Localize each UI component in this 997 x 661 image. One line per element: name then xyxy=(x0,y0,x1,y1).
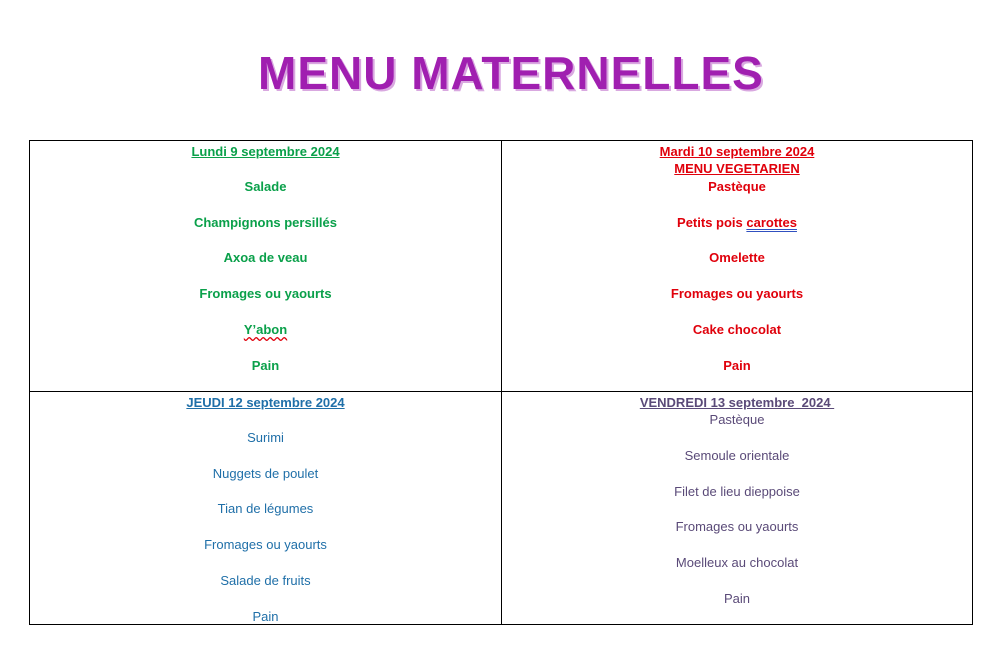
menu-item-text: Petits pois xyxy=(677,215,747,230)
menu-subtitle: MENU VEGETARIEN xyxy=(674,161,800,176)
menu-item: Fromages ou yaourts xyxy=(670,286,804,301)
menu-item: Axoa de veau xyxy=(223,250,308,265)
menu-item-text: Y’abon xyxy=(243,322,288,337)
menu-item: Cake chocolat xyxy=(692,322,782,337)
page-title: MENU MATERNELLES xyxy=(258,47,764,99)
menu-item: Fromages ou yaourts xyxy=(675,519,799,534)
menu-item: Salade xyxy=(244,179,287,194)
menu-item: Pastèque xyxy=(708,179,766,194)
menu-cell-vendredi: VENDREDI 13 septembre 2024 Pastèque Semo… xyxy=(502,392,972,624)
day-heading-jeudi: JEUDI 12 septembre 2024 xyxy=(186,395,345,410)
menu-cell-lundi: Lundi 9 septembre 2024 Salade Champignon… xyxy=(30,141,502,392)
menu-item: Tian de légumes xyxy=(217,501,314,516)
menu-item: Pain xyxy=(251,358,280,373)
menu-item-text: carottes xyxy=(746,215,797,230)
menu-item: Petits pois carottes xyxy=(502,215,972,231)
menu-item: Fromages ou yaourts xyxy=(199,286,332,301)
menu-item: Pastèque xyxy=(709,412,765,427)
menu-table: Lundi 9 septembre 2024 Salade Champignon… xyxy=(29,140,973,625)
menu-item: Nuggets de poulet xyxy=(212,466,319,481)
menu-cell-mardi: Mardi 10 septembre 2024 MENU VEGETARIEN … xyxy=(502,141,972,392)
menu-item: Filet de lieu dieppoise xyxy=(674,484,800,499)
menu-item: Moelleux au chocolat xyxy=(675,555,799,570)
menu-item: Semoule orientale xyxy=(684,448,790,463)
day-heading-mardi: Mardi 10 septembre 2024 xyxy=(659,144,815,159)
menu-item: Pain xyxy=(723,358,751,373)
day-heading-vendredi: VENDREDI 13 septembre 2024 xyxy=(639,395,835,410)
menu-cell-jeudi: JEUDI 12 septembre 2024 Surimi Nuggets d… xyxy=(30,392,502,624)
menu-item: Pain xyxy=(252,609,279,624)
menu-item: Champignons persillés xyxy=(193,215,338,230)
menu-item: Pain xyxy=(723,591,751,606)
menu-item: Y’abon xyxy=(30,322,501,338)
menu-item: Salade de fruits xyxy=(220,573,311,588)
day-heading-lundi: Lundi 9 septembre 2024 xyxy=(191,144,340,159)
menu-item: Surimi xyxy=(247,430,284,445)
menu-item: Fromages ou yaourts xyxy=(204,537,327,552)
menu-item: Omelette xyxy=(709,250,765,265)
